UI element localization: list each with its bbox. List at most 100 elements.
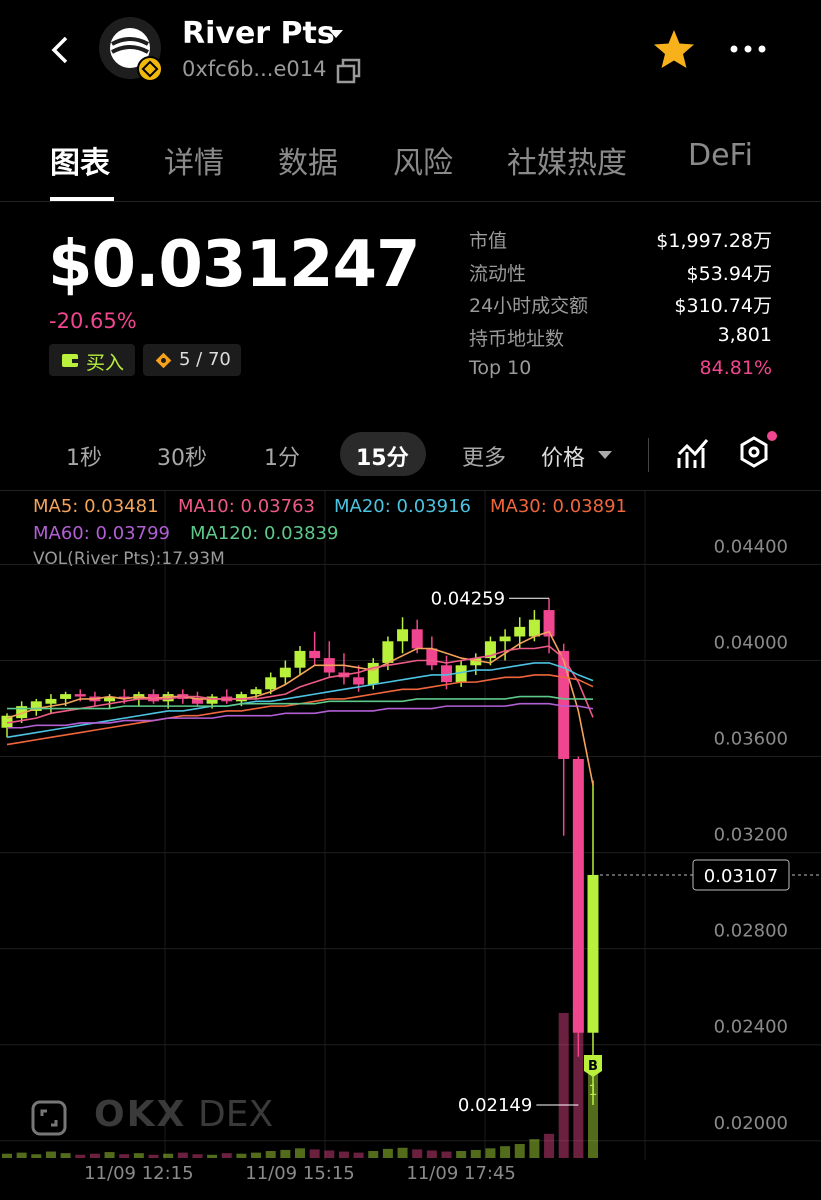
volume-bar	[353, 1152, 364, 1158]
stat-label: Top 10	[469, 357, 532, 379]
volume-bar	[544, 1133, 555, 1158]
ma-line	[6, 662, 594, 739]
tab[interactable]: DeFi	[688, 138, 753, 173]
legend-entry: MA5: 0.03481	[33, 496, 159, 517]
fullscreen-button[interactable]	[31, 1100, 67, 1136]
volume-bar	[558, 1013, 569, 1158]
interval[interactable]: 更多	[462, 446, 507, 471]
candle-body	[587, 874, 599, 1033]
x-tick-label: 11/09 15:15	[245, 1163, 354, 1184]
interval[interactable]: 30秒	[157, 446, 207, 471]
volume-bar	[207, 1154, 218, 1158]
candle-body	[441, 665, 452, 683]
wallet-icon	[62, 354, 78, 367]
volume-bar	[280, 1149, 291, 1158]
rating-badge[interactable]: 5 / 70	[143, 344, 241, 376]
volume-bar	[426, 1150, 437, 1158]
buy-label: 买入	[86, 352, 125, 374]
volume-bar	[309, 1149, 320, 1158]
candle-body	[411, 629, 423, 649]
volume-bar	[485, 1148, 496, 1158]
volume-bar	[514, 1144, 525, 1158]
stat-label: 流动性	[469, 263, 527, 285]
volume-bar	[133, 1153, 144, 1158]
candle-body	[1, 715, 13, 728]
token-avatar	[99, 17, 163, 82]
more-menu[interactable]	[728, 42, 768, 56]
volume-label: VOL(River Pts):17.93M	[33, 549, 225, 569]
buy-button[interactable]: 买入	[49, 344, 135, 376]
divider	[648, 438, 649, 472]
tab[interactable]: 社媒热度	[507, 146, 627, 181]
stat-value: $1,997.28万	[656, 230, 772, 252]
volume-bar	[588, 1061, 598, 1158]
y-tick-label: 0.02400	[714, 1017, 788, 1038]
volume-bar	[119, 1154, 130, 1158]
ma-line	[7, 695, 594, 710]
volume-bar	[2, 1153, 12, 1158]
stat-label: 24小时成交额	[469, 295, 589, 317]
token-name[interactable]: River Pts	[182, 16, 335, 51]
interval[interactable]: 1秒	[66, 446, 102, 471]
y-tick-label: 0.02800	[714, 921, 788, 942]
indicator-icon[interactable]	[676, 436, 710, 472]
candle-body	[191, 698, 203, 704]
watermark-brand: OKX	[94, 1094, 187, 1135]
volume-bar	[236, 1153, 247, 1158]
tab[interactable]: 详情	[164, 146, 224, 181]
legend-entry: MA10: 0.03763	[178, 496, 315, 517]
interval-active-bg	[340, 432, 426, 476]
candle-body	[499, 636, 511, 642]
legend-entry: MA60: 0.03799	[33, 523, 170, 544]
volume-bar	[45, 1151, 56, 1158]
copy-icon[interactable]	[336, 58, 362, 84]
current-price-box	[692, 859, 790, 891]
price: $0.031247	[48, 228, 421, 302]
volume-bar	[470, 1149, 481, 1158]
interval[interactable]: 1分	[264, 446, 300, 471]
volume-bar	[500, 1146, 511, 1158]
trade-marker	[584, 1055, 602, 1078]
dropdown-arrow[interactable]	[597, 449, 613, 461]
volume-bar	[177, 1152, 188, 1158]
favorite-star[interactable]	[652, 28, 696, 72]
volume-bar	[75, 1154, 86, 1158]
ma-line	[6, 645, 594, 724]
volume-bar	[295, 1148, 305, 1158]
ma-line	[6, 674, 594, 746]
tab[interactable]: 图表	[50, 146, 110, 181]
volume-bar	[31, 1154, 42, 1158]
candle-body	[426, 648, 438, 666]
volume-bar	[192, 1154, 203, 1158]
volume-bar	[382, 1148, 393, 1158]
x-tick-label: 11/09 17:45	[406, 1163, 515, 1184]
volume-bar	[163, 1153, 174, 1158]
volume-bar	[221, 1153, 232, 1158]
current-price-label: 0.03107	[704, 866, 778, 887]
volume-bar	[265, 1151, 276, 1158]
stat-value: 84.81%	[699, 357, 772, 379]
interval[interactable]: 15分	[356, 446, 409, 471]
tab-underline	[50, 197, 114, 201]
candle-body	[484, 641, 496, 659]
x-tick-label: 11/09 12:15	[84, 1163, 193, 1184]
candle-body	[309, 650, 321, 659]
candle-body	[558, 650, 570, 759]
dropdown-arrow[interactable]	[328, 28, 344, 40]
y-tick-label: 0.02000	[714, 1113, 788, 1134]
stat-label: 市值	[469, 230, 508, 252]
back-button[interactable]	[44, 32, 74, 68]
tab[interactable]: 数据	[278, 146, 338, 181]
volume-bar	[104, 1152, 115, 1158]
candle-body	[74, 694, 86, 697]
candle-body	[250, 689, 262, 695]
candle-body	[118, 696, 130, 699]
tab[interactable]: 风险	[393, 146, 453, 181]
ma-line	[6, 630, 594, 786]
ma-line	[7, 702, 594, 729]
rating-icon	[155, 352, 172, 369]
settings-icon[interactable]	[736, 430, 782, 472]
price-menu[interactable]: 价格	[541, 446, 586, 471]
watermark-product: DEX	[198, 1094, 274, 1135]
